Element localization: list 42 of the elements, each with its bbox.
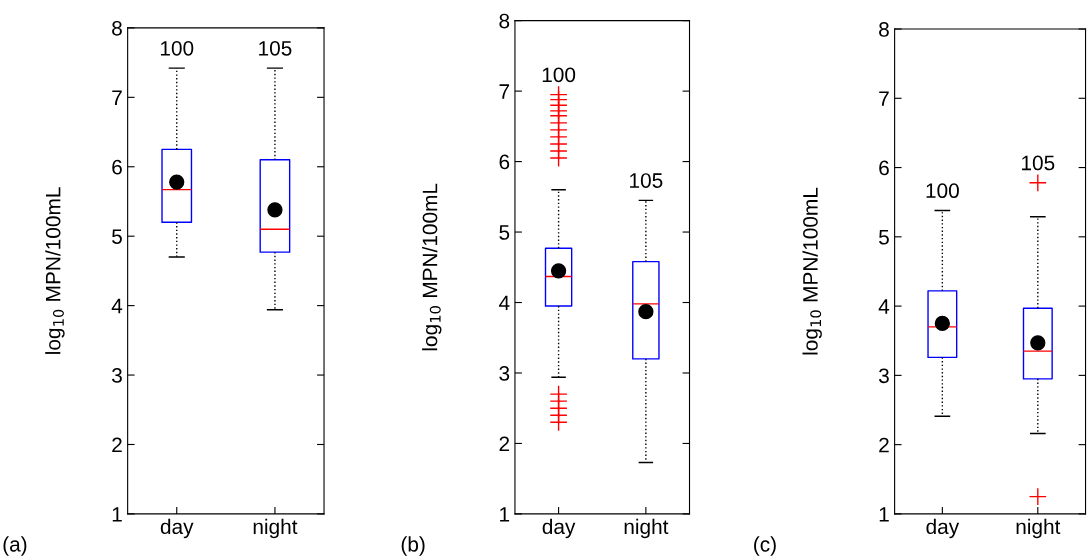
y-tick-label: 3 [878,368,889,384]
y-tick-label: 3 [499,365,510,381]
text: (a) [3,536,27,556]
y-tick-label: 1 [879,507,889,522]
text: (b) [401,536,425,556]
annotation: 105 [630,173,663,188]
y-tick-label: 2 [879,437,889,453]
y-tick-label: 3 [111,368,122,383]
x-tick-label: night [624,518,669,539]
y-tick-label: 4 [878,299,890,314]
y-tick-label: 5 [112,229,122,244]
y-tick-label: 4 [111,298,123,314]
annotation: 100 [926,183,959,199]
y-tick-label: 4 [498,295,510,311]
x-tick-label: night [253,518,298,539]
y-tick-label: 7 [112,90,122,105]
y-tick-label: 7 [499,84,510,99]
y-tick-label: 5 [499,225,510,240]
y-axis-title: log$_{10}$ MPN/100mL [422,183,442,351]
y-tick-label: 1 [500,507,510,522]
y-tick-label: 7 [879,91,889,106]
annotation: 105 [1022,155,1055,171]
y-tick-label: 1 [112,507,122,522]
annotation: 105 [259,40,292,56]
y-tick-label: 6 [879,160,889,176]
x-tick-label: day [542,518,576,539]
y-tick-label: 2 [499,436,510,451]
y-tick-label: 8 [499,13,510,29]
y-axis-title: log$_{10}$ MPN/100mL [45,187,65,354]
y-axis-title: log$_{10}$ MPN/100mL [802,187,822,355]
x-tick-label: night [1016,518,1061,539]
y-tick-label: 6 [112,159,122,175]
annotation: 100 [160,40,194,56]
y-tick-label: 8 [112,20,122,36]
x-tick-label: day [926,518,960,539]
y-tick-label: 6 [499,154,510,170]
y-tick-label: 8 [879,22,889,37]
y-tick-label: 5 [879,230,889,245]
text: (c) [754,536,776,556]
annotation: 100 [542,67,576,83]
y-tick-label: 2 [112,437,122,453]
x-tick-label: day [160,518,194,539]
